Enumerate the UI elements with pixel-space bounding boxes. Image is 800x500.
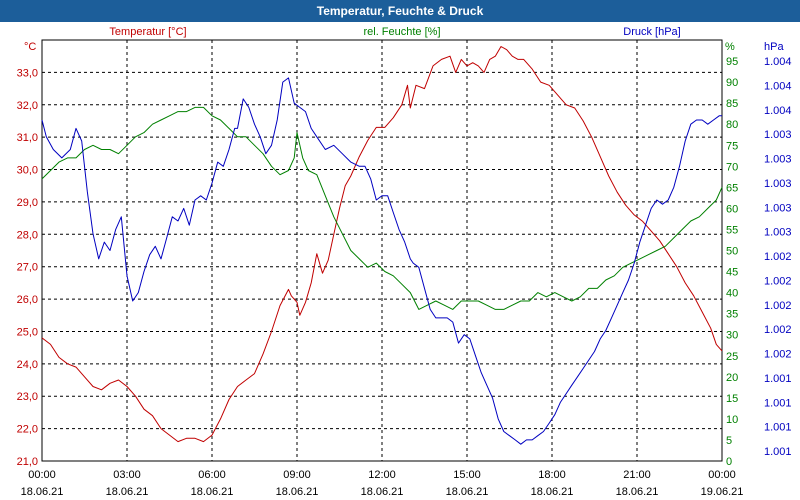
x-tick-date: 19.06.21 — [701, 486, 744, 498]
x-tick-date: 18.06.21 — [361, 486, 404, 498]
x-tick-time: 00:00 — [708, 469, 736, 481]
humidity-tick-label: 95 — [726, 56, 738, 68]
humidity-tick-label: 0 — [726, 456, 732, 468]
pressure-tick-label: 1.003 — [764, 178, 792, 190]
humidity-tick-label: 85 — [726, 98, 738, 110]
temp-tick-label: 25,0 — [17, 326, 38, 338]
humidity-tick-label: 80 — [726, 119, 738, 131]
pressure-tick-label: 1.004 — [764, 80, 792, 92]
pressure-tick-label: 1.002 — [764, 251, 792, 263]
humidity-tick-label: 65 — [726, 182, 738, 194]
x-tick-time: 03:00 — [113, 469, 141, 481]
pressure-tick-label: 1.001 — [764, 373, 792, 385]
pressure-tick-label: 1.003 — [764, 154, 792, 166]
x-tick-date: 18.06.21 — [446, 486, 489, 498]
temp-tick-label: 23,0 — [17, 391, 38, 403]
pressure-axis-label: Druck [hPa] — [623, 26, 680, 38]
x-tick-time: 21:00 — [623, 469, 651, 481]
temp-tick-label: 32,0 — [17, 100, 38, 112]
humidity-tick-label: 55 — [726, 224, 738, 236]
pressure-tick-label: 1.003 — [764, 227, 792, 239]
pressure-tick-label: 1.002 — [764, 324, 792, 336]
temp-axis-label: Temperatur [°C] — [109, 26, 186, 38]
pressure-tick-label: 1.001 — [764, 397, 792, 409]
temp-unit: °C — [24, 41, 36, 53]
pressure-tick-label: 1.003 — [764, 129, 792, 141]
pressure-tick-label: 1.002 — [764, 300, 792, 312]
temp-tick-label: 28,0 — [17, 229, 38, 241]
temp-tick-label: 24,0 — [17, 359, 38, 371]
humidity-tick-label: 25 — [726, 351, 738, 363]
pressure-tick-label: 1.004 — [764, 105, 792, 117]
humidity-tick-label: 60 — [726, 203, 738, 215]
temp-tick-label: 26,0 — [17, 294, 38, 306]
x-tick-time: 09:00 — [283, 469, 311, 481]
temp-tick-label: 29,0 — [17, 197, 38, 209]
pressure-unit: hPa — [764, 41, 784, 53]
x-tick-time: 15:00 — [453, 469, 481, 481]
x-tick-time: 18:00 — [538, 469, 566, 481]
humidity-unit: % — [725, 41, 735, 53]
humidity-tick-label: 40 — [726, 288, 738, 300]
humidity-tick-label: 90 — [726, 77, 738, 89]
temp-tick-label: 22,0 — [17, 424, 38, 436]
temp-tick-label: 31,0 — [17, 132, 38, 144]
pressure-tick-label: 1.001 — [764, 446, 792, 458]
temp-tick-label: 30,0 — [17, 165, 38, 177]
humidity-axis-label: rel. Feuchte [%] — [363, 26, 440, 38]
series-line-humidity — [41, 106, 723, 310]
humidity-tick-label: 35 — [726, 309, 738, 321]
series-line-temperature — [41, 46, 723, 443]
temp-tick-label: 33,0 — [17, 67, 38, 79]
pressure-tick-label: 1.004 — [764, 56, 792, 68]
series-line-pressure — [41, 77, 722, 445]
humidity-tick-label: 50 — [726, 246, 738, 258]
chart-title: Temperatur, Feuchte & Druck — [0, 0, 800, 22]
pressure-tick-label: 1.003 — [764, 202, 792, 214]
humidity-tick-label: 45 — [726, 267, 738, 279]
x-tick-date: 18.06.21 — [191, 486, 234, 498]
x-tick-date: 18.06.21 — [531, 486, 574, 498]
humidity-tick-label: 15 — [726, 393, 738, 405]
humidity-tick-label: 30 — [726, 330, 738, 342]
temp-tick-label: 21,0 — [17, 456, 38, 468]
x-tick-time: 06:00 — [198, 469, 226, 481]
x-tick-time: 12:00 — [368, 469, 396, 481]
x-tick-date: 18.06.21 — [21, 486, 64, 498]
chart-area: 21,0 22,0 23,0 24,0 25,0 26,0 27,0 28,0 29,0 30,0… — [17, 26, 792, 498]
humidity-tick-label: 75 — [726, 140, 738, 152]
x-tick-time: 00:00 — [28, 469, 56, 481]
pressure-tick-label: 1.002 — [764, 349, 792, 361]
pressure-tick-label: 1.002 — [764, 275, 792, 287]
temp-tick-label: 27,0 — [17, 262, 38, 274]
x-tick-date: 18.06.21 — [616, 486, 659, 498]
humidity-tick-label: 20 — [726, 372, 738, 384]
humidity-tick-label: 70 — [726, 161, 738, 173]
humidity-tick-label: 10 — [726, 414, 738, 426]
humidity-tick-label: 5 — [726, 435, 732, 447]
x-tick-date: 18.06.21 — [276, 486, 319, 498]
x-tick-date: 18.06.21 — [106, 486, 149, 498]
pressure-tick-label: 1.001 — [764, 422, 792, 434]
